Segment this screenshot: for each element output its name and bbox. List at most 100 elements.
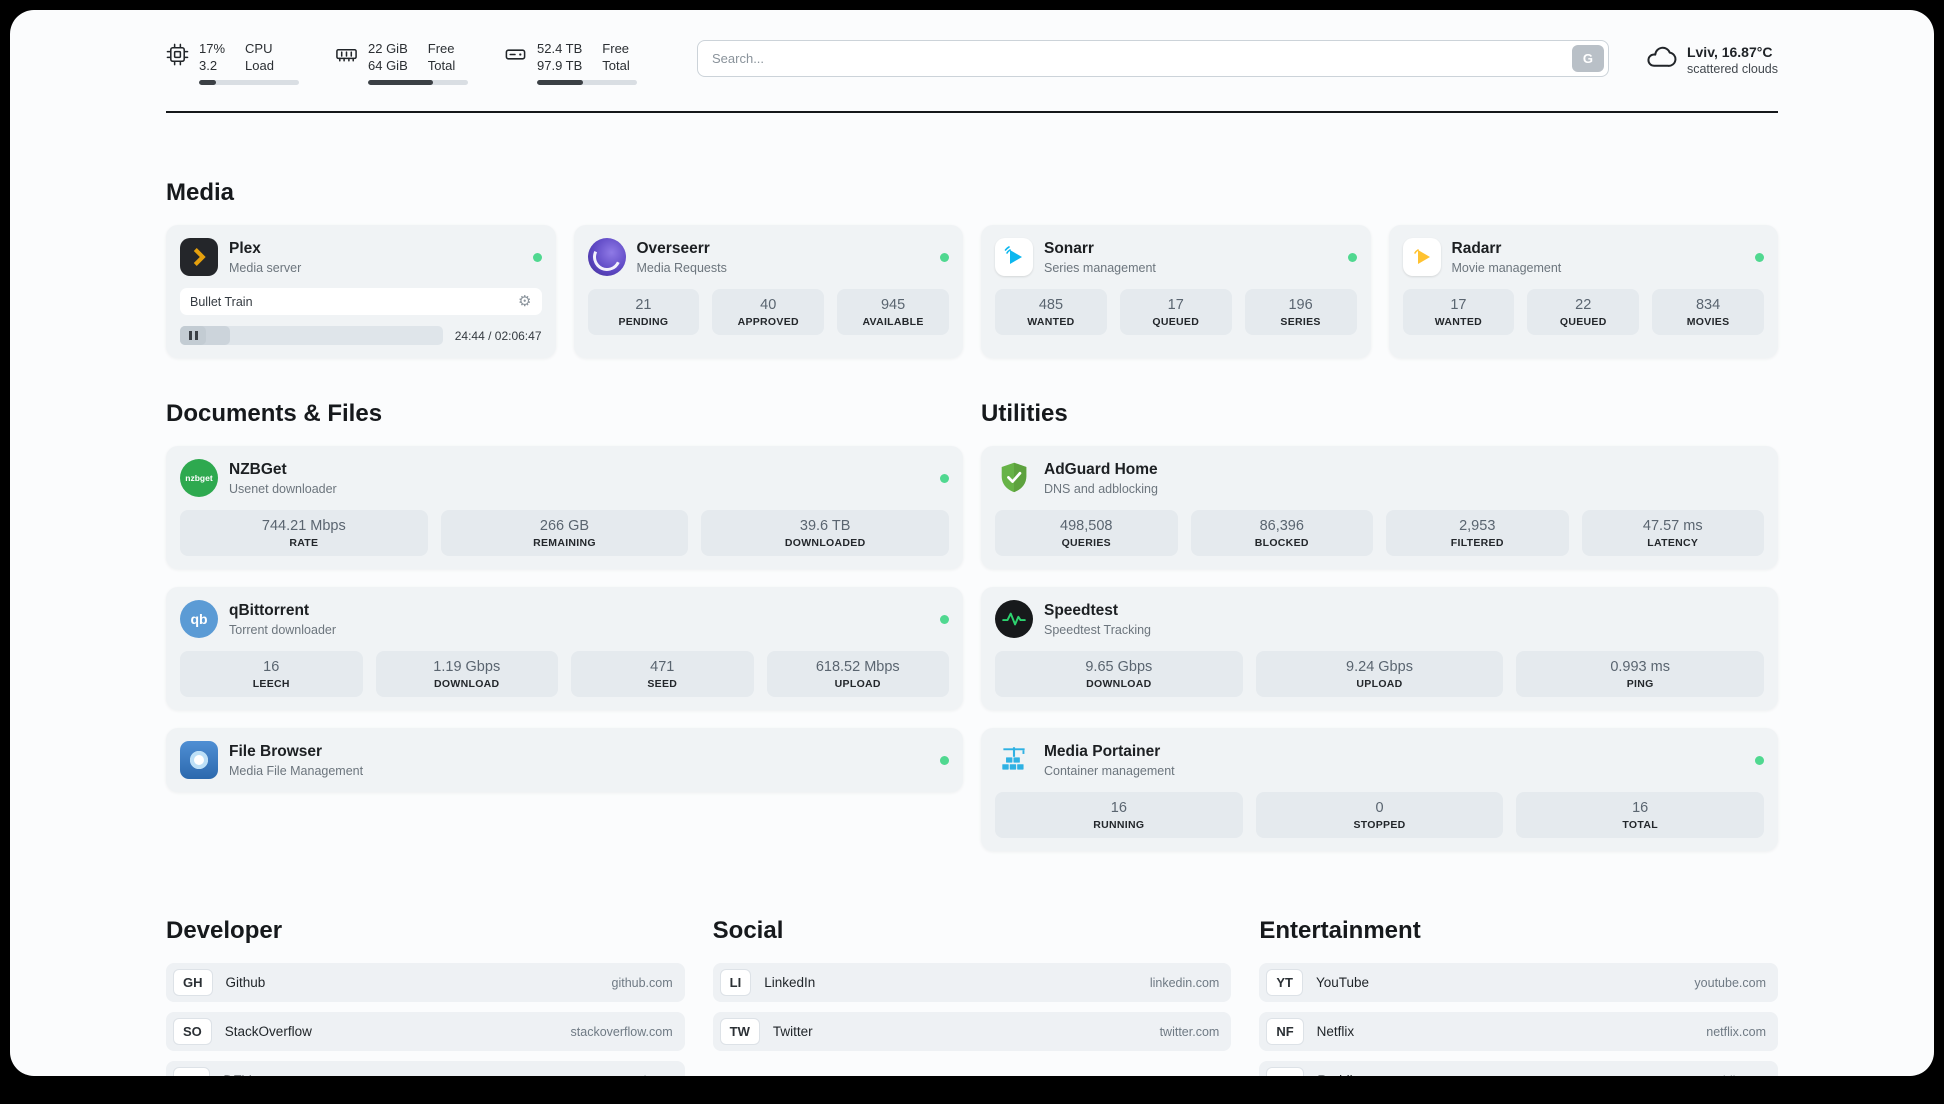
bookmark-url: netflix.com [1706, 1024, 1766, 1039]
stat-label: WANTED [1027, 316, 1075, 328]
bookmark-abbr: NF [1266, 1018, 1304, 1045]
bookmarks-section: Developer GH Github github.com SO StackO… [166, 917, 1778, 1076]
nzbget-icon: nzbget [180, 459, 218, 497]
cpu-load-value: 3.2 [199, 58, 218, 73]
playback-progress-track[interactable] [180, 326, 443, 345]
app-name: Speedtest [1044, 601, 1119, 619]
stat-box: 744.21 Mbps RATE [180, 510, 428, 556]
stat-label: PING [1626, 678, 1654, 690]
stat-box: 834 MOVIES [1652, 289, 1764, 335]
stat-value: 266 GB [539, 518, 590, 534]
stat-value: 39.6 TB [799, 518, 851, 534]
ram-progress-bar [368, 80, 468, 85]
app-card-speedtest[interactable]: Speedtest Speedtest Tracking 9.65 Gbps D… [981, 587, 1778, 710]
bookmark-netflix[interactable]: NF Netflix netflix.com [1259, 1012, 1778, 1051]
search-input[interactable] [697, 40, 1609, 77]
disk-label-bottom: Total [602, 58, 630, 73]
cpu-label-bottom: Load [245, 58, 274, 73]
sonarr-icon [995, 238, 1033, 276]
stat-box: 16 TOTAL [1516, 792, 1764, 838]
stat-label: LEECH [252, 678, 290, 690]
stat-label: FILTERED [1450, 537, 1504, 549]
bookmark-url: dev.to [640, 1074, 673, 1077]
app-card-nzbget[interactable]: nzbget NZBGet Usenet downloader 744.21 M… [166, 446, 963, 569]
playback-time: 24:44 / 02:06:47 [454, 328, 542, 343]
disk-icon [504, 43, 527, 85]
ram-label-top: Free [427, 41, 455, 56]
bookmark-url: twitter.com [1159, 1024, 1220, 1039]
bookmark-url: youtube.com [1694, 975, 1766, 990]
stat-box: 17 WANTED [1402, 289, 1515, 335]
stat-value: 16 [1632, 800, 1649, 816]
pause-button[interactable] [180, 326, 206, 345]
stat-label: LATENCY [1647, 537, 1699, 549]
nzbget-icon-text: nzbget [185, 473, 213, 483]
stat-box: 16 RUNNING [995, 792, 1243, 838]
app-card-sonarr[interactable]: Sonarr Series management 485 WANTED 17 Q… [981, 225, 1371, 358]
app-name: Radarr [1451, 239, 1502, 257]
qbittorrent-icon: qb [180, 600, 218, 638]
stat-value: 9.24 Gbps [1346, 659, 1413, 675]
stat-box: 40 APPROVED [712, 289, 825, 335]
stat-box: 39.6 TB DOWNLOADED [701, 510, 949, 556]
app-card-overseerr[interactable]: Overseerr Media Requests 21 PENDING 40 A… [573, 225, 963, 358]
bookmark-name: DEV [223, 1073, 251, 1076]
status-online-dot [940, 755, 949, 765]
qbittorrent-icon-text: qb [190, 611, 208, 627]
bookmark-github[interactable]: GH Github github.com [166, 963, 685, 1002]
stat-value: 0 [1375, 800, 1384, 816]
stat-box: 21 PENDING [587, 289, 700, 335]
bookmark-abbr: YT [1266, 969, 1303, 996]
bookmark-abbr: DT [173, 1067, 211, 1076]
cpu-progress-bar [199, 80, 299, 85]
stat-label: RUNNING [1093, 819, 1145, 831]
app-card-qbittorrent[interactable]: qb qBittorrent Torrent downloader 16 LEE… [166, 587, 963, 710]
disk-widget: 52.4 TB 97.9 TB Free Total [504, 40, 637, 85]
app-name: Overseerr [636, 239, 710, 257]
app-card-portainer[interactable]: Media Portainer Container management 16 … [981, 728, 1778, 851]
middle-columns: Documents & Files nzbget NZBGet Usenet d… [166, 400, 1778, 869]
app-card-radarr[interactable]: Radarr Movie management 17 WANTED 22 QUE… [1388, 225, 1778, 358]
bookmark-url: github.com [611, 975, 673, 990]
stat-value: 744.21 Mbps [261, 518, 346, 534]
gear-icon[interactable]: ⚙ [518, 293, 532, 310]
bookmark-linkedin[interactable]: LI LinkedIn linkedin.com [712, 963, 1232, 1002]
stat-value: 834 [1695, 297, 1721, 313]
stat-label: DOWNLOADED [784, 537, 866, 549]
stat-label: PENDING [618, 316, 669, 328]
bookmark-dev[interactable]: DT DEV dev.to [166, 1061, 685, 1076]
stat-label: QUERIES [1061, 537, 1111, 549]
documents-column: Documents & Files nzbget NZBGet Usenet d… [166, 400, 963, 869]
bookmark-reddit[interactable]: RE Reddit reddit.com [1259, 1061, 1778, 1076]
search-engine-button[interactable]: G [1571, 45, 1604, 72]
ram-widget: 22 GiB 64 GiB Free Total [335, 40, 468, 85]
bookmark-url: linkedin.com [1149, 975, 1220, 990]
stat-label: UPLOAD [1356, 678, 1403, 690]
cloud-icon [1645, 42, 1677, 77]
app-name: AdGuard Home [1044, 460, 1158, 478]
bookmark-twitter[interactable]: TW Twitter twitter.com [712, 1012, 1232, 1051]
stat-label: QUEUED [1152, 316, 1200, 328]
playback-row: 24:44 / 02:06:47 [180, 326, 542, 345]
bookmark-abbr: SO [173, 1018, 212, 1045]
app-name: Media Portainer [1044, 742, 1161, 760]
status-online-dot [940, 473, 949, 483]
stat-label: RATE [289, 537, 319, 549]
bookmark-youtube[interactable]: YT YouTube youtube.com [1259, 963, 1778, 1002]
app-card-plex[interactable]: Plex Media server Bullet Train ⚙ 24:44 /… [166, 225, 556, 358]
stat-label: UPLOAD [834, 678, 881, 690]
stat-value: 471 [650, 659, 675, 675]
speedtest-icon [995, 600, 1033, 638]
bookmark-url: stackoverflow.com [570, 1024, 673, 1039]
app-card-adguard[interactable]: AdGuard Home DNS and adblocking 498,508 … [981, 446, 1778, 569]
stat-label: APPROVED [737, 316, 799, 328]
stat-value: 485 [1038, 297, 1064, 313]
app-card-filebrowser[interactable]: File Browser Media File Management [166, 728, 963, 792]
status-online-dot [1755, 252, 1764, 262]
disk-total-value: 97.9 TB [537, 58, 583, 73]
bookmark-stackoverflow[interactable]: SO StackOverflow stackoverflow.com [166, 1012, 685, 1051]
ram-free-value: 22 GiB [368, 41, 408, 56]
section-title-developer: Developer [166, 917, 283, 944]
section-title-utilities: Utilities [981, 400, 1068, 427]
stat-box: 1.19 Gbps DOWNLOAD [375, 651, 558, 697]
